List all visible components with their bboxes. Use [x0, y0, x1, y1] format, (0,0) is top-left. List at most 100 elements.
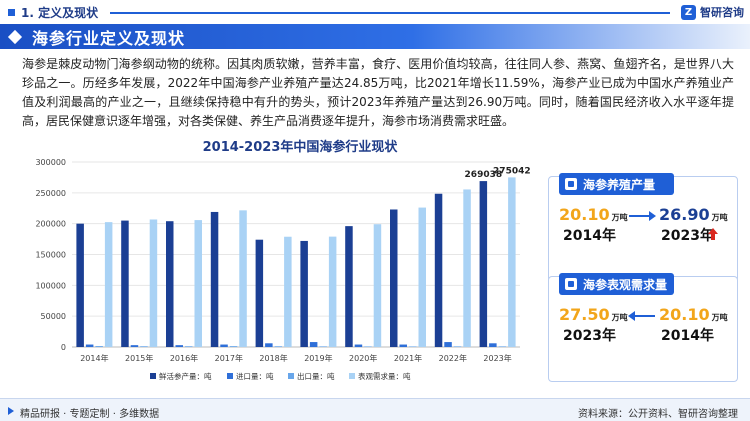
bar: [328, 236, 337, 347]
bar: [265, 343, 273, 347]
bar: [239, 210, 247, 347]
chart-icon: [565, 178, 577, 190]
left-value-unit: 万吨: [611, 213, 628, 222]
arrow-left-icon: [628, 311, 655, 321]
right-value-unit: 万吨: [711, 213, 728, 222]
diamond-icon: [7, 29, 23, 44]
bar: [373, 224, 382, 347]
legend-label: 表观需求量：吨: [358, 371, 411, 381]
production-panel: 海参养殖产量 20.10 万吨 2014年 26.90 万吨 2023年: [548, 173, 738, 282]
bar: [140, 346, 148, 347]
footer-arrow-icon: [8, 407, 14, 415]
bar-chart: 0 50000 100000 150000 200000 250000 300000 2014…: [35, 158, 531, 381]
bar: [130, 345, 139, 347]
intro-paragraph: 海参是棘皮动物门海参纲动物的统称。因其肉质软嫩，营养丰富，食疗、医用价值均较高，…: [22, 57, 734, 128]
bar: [479, 181, 488, 347]
y-tick-label: 300000: [35, 158, 66, 167]
x-tick-label: 2014年: [80, 353, 108, 363]
bar: [319, 346, 327, 347]
bar: [194, 220, 202, 347]
bar: [390, 209, 398, 347]
bar: [284, 236, 292, 347]
panel-title: 海参养殖产量: [583, 177, 656, 192]
bar: [345, 226, 353, 347]
y-tick-label: 250000: [35, 189, 66, 198]
bar: [434, 193, 443, 347]
right-value: 26.90 万吨: [659, 205, 728, 224]
legend-swatch: [288, 373, 294, 379]
left-value-number: 27.50: [559, 305, 610, 324]
data-label: 275042: [493, 166, 531, 176]
bar: [76, 223, 84, 347]
chart-icon: [565, 278, 577, 290]
bar: [364, 346, 372, 347]
y-tick-label: 0: [61, 343, 66, 352]
demand-panel: 海参表观需求量 27.50 万吨 2023年 20.10 万吨 2014年: [548, 273, 738, 382]
bar: [210, 211, 219, 347]
bar: [300, 240, 308, 347]
title-banner: 海参行业定义及现状: [0, 24, 750, 49]
left-value-number: 20.10: [559, 205, 610, 224]
bar: [175, 345, 183, 347]
x-tick-label: 2016年: [170, 353, 198, 363]
bar: [149, 219, 158, 347]
bar: [220, 344, 228, 347]
x-tick-label: 2023年: [483, 353, 511, 363]
x-tick-label: 2020年: [349, 353, 377, 363]
header-rule: [110, 12, 670, 14]
legend-label: 鲜活参产量：吨: [159, 371, 212, 381]
data-label: 269038: [465, 170, 503, 180]
bar: [463, 189, 471, 347]
bar: [498, 346, 507, 347]
logo-text: 智研咨询: [700, 6, 744, 19]
bar: [418, 207, 426, 347]
bar: [85, 344, 94, 347]
x-tick-label: 2021年: [394, 353, 422, 363]
bar: [399, 344, 407, 347]
x-tick-label: 2015年: [125, 353, 153, 363]
legend-swatch: [349, 373, 355, 379]
x-tick-label: 2019年: [304, 353, 332, 363]
panel-header: 海参养殖产量: [559, 173, 674, 195]
y-tick-label: 150000: [35, 251, 66, 260]
legend-swatch: [150, 373, 156, 379]
bar: [255, 239, 264, 347]
panel-header: 海参表观需求量: [559, 273, 674, 295]
x-tick-label: 2022年: [439, 353, 467, 363]
footer: 精品研报 · 专题定制 · 多维数据 资料来源：公开资料、智研咨询整理: [0, 398, 750, 421]
legend-label: 进口量：吨: [236, 371, 274, 381]
left-year: 2014年: [563, 228, 616, 244]
right-value-number: 20.10: [659, 305, 710, 324]
right-value: 20.10 万吨: [659, 305, 728, 324]
footer-tagline: 精品研报 · 专题定制 · 多维数据: [20, 409, 160, 420]
left-year: 2023年: [563, 328, 616, 344]
bar: [185, 346, 193, 347]
panel-title: 海参表观需求量: [583, 277, 668, 292]
bar: [104, 222, 113, 347]
right-value-number: 26.90: [659, 205, 710, 224]
x-tick-label: 2018年: [259, 353, 287, 363]
bar: [121, 220, 129, 347]
bar: [354, 344, 363, 347]
arrow-right-icon: [629, 211, 656, 221]
bar: [409, 346, 417, 347]
chart-title: 2014-2023年中国海参行业现状: [202, 140, 398, 155]
logo-icon: Z: [681, 4, 696, 20]
right-value-unit: 万吨: [711, 313, 728, 322]
page-title: 海参行业定义及现状: [32, 28, 186, 48]
section-marker-icon: [8, 8, 15, 16]
y-tick-label: 200000: [35, 220, 66, 229]
bar: [95, 346, 103, 347]
bar: [508, 177, 516, 347]
top-bar: 1. 定义及现状: [0, 0, 750, 24]
right-year: 2014年: [661, 328, 714, 344]
bar: [489, 343, 497, 347]
left-value: 20.10 万吨: [559, 205, 628, 224]
section-heading: 1. 定义及现状: [21, 5, 99, 20]
bar: [166, 221, 174, 347]
legend-swatch: [227, 373, 233, 379]
bar: [229, 346, 238, 347]
legend-label: 出口量：吨: [297, 371, 335, 381]
bar: [274, 346, 283, 347]
